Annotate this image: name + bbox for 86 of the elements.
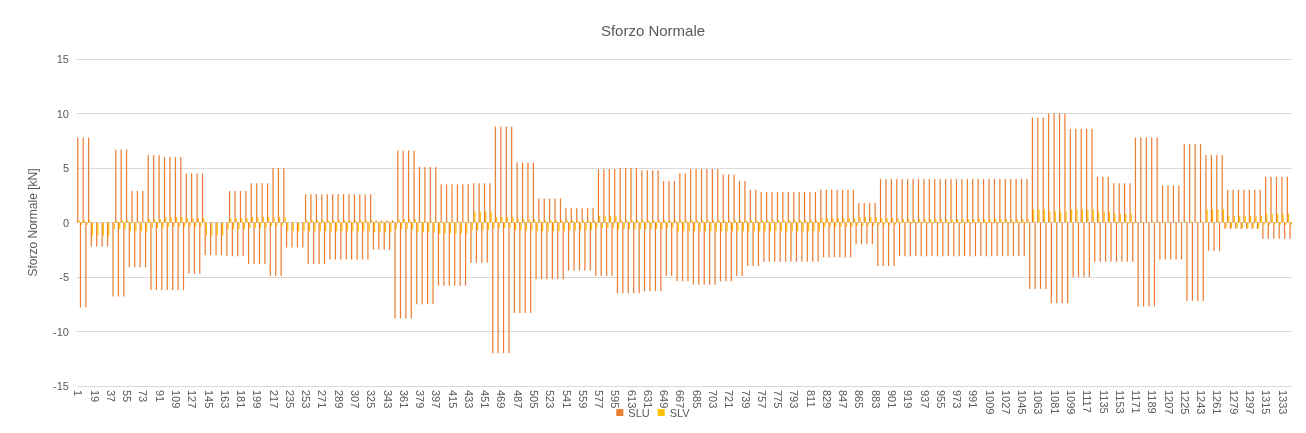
x-tick-label: 289 (332, 390, 345, 409)
x-tick-label: 127 (186, 390, 199, 409)
x-tick-label: 973 (951, 390, 964, 409)
x-tick-label: 487 (511, 390, 524, 409)
x-tick-label: 145 (202, 390, 215, 409)
y-tick-label: 10 (56, 107, 69, 120)
x-tick-label: 73 (137, 390, 150, 403)
x-tick-label: 1099 (1064, 390, 1077, 415)
x-tick-label: 1135 (1097, 390, 1110, 414)
y-tick-label: -15 (53, 380, 69, 392)
x-tick-label: 397 (430, 390, 443, 409)
x-tick-label: 1 (72, 390, 85, 397)
x-tick-label: 451 (479, 390, 492, 409)
legend-label: SLV (669, 406, 691, 419)
x-tick-label: 1045 (1016, 390, 1029, 415)
x-tick-label: 253 (300, 390, 313, 409)
x-tick-label: 703 (706, 390, 719, 409)
y-tick-label: -5 (59, 271, 69, 283)
x-tick-label: 955 (934, 390, 947, 409)
x-tick-label: 433 (462, 390, 475, 409)
x-tick-label: 1207 (1162, 390, 1175, 415)
x-tick-label: 721 (723, 390, 736, 409)
x-tick-label: 1171 (1130, 390, 1143, 414)
x-tick-label: 991 (967, 390, 980, 409)
x-tick-label: 883 (869, 390, 882, 409)
x-tick-label: 811 (804, 390, 817, 408)
x-tick-label: 37 (104, 390, 117, 403)
x-tick-label: 541 (560, 390, 573, 409)
x-tick-label: 271 (316, 390, 329, 409)
chart-title: Sforzo Normale (600, 22, 706, 39)
x-tick-label: 1081 (1048, 390, 1061, 415)
x-tick-label: 199 (251, 390, 264, 409)
x-tick-label: 415 (446, 390, 459, 409)
x-tick-label: 163 (218, 390, 231, 409)
x-tick-label: 1189 (1146, 390, 1159, 414)
x-tick-label: 829 (820, 390, 833, 409)
x-tick-label: 1153 (1113, 390, 1126, 414)
x-tick-label: 1009 (983, 390, 996, 415)
x-tick-label: 55 (121, 390, 134, 403)
x-tick-label: 667 (674, 390, 687, 409)
y-tick-label: 15 (56, 53, 69, 65)
x-tick-label: 901 (885, 390, 898, 409)
x-tick-label: 631 (641, 390, 654, 409)
x-tick-label: 937 (918, 390, 931, 409)
x-tick-label: 577 (593, 390, 606, 409)
x-tick-label: 1117 (1081, 390, 1094, 413)
x-tick-label: 865 (853, 390, 866, 409)
x-tick-label: 379 (414, 390, 427, 409)
x-tick-label: 1333 (1276, 390, 1289, 415)
x-tick-label: 91 (153, 390, 166, 403)
x-tick-label: 523 (544, 390, 557, 409)
x-tick-label: 1063 (1032, 390, 1045, 415)
x-tick-label: 919 (902, 390, 915, 409)
x-tick-label: 685 (690, 390, 703, 409)
x-tick-label: 1279 (1227, 390, 1240, 415)
x-tick-label: 181 (235, 390, 248, 409)
legend-label: SLU (628, 406, 650, 419)
x-tick-label: 343 (381, 390, 394, 409)
x-tick-label: 505 (527, 390, 540, 409)
x-tick-label: 1261 (1211, 390, 1224, 415)
x-tick-label: 1315 (1260, 390, 1273, 415)
x-tick-label: 1225 (1178, 390, 1191, 415)
y-tick-label: 0 (62, 216, 69, 229)
x-tick-label: 109 (169, 390, 182, 409)
x-tick-label: 559 (576, 390, 589, 409)
x-tick-label: 595 (609, 390, 622, 409)
y-tick-label: -10 (53, 325, 69, 338)
x-tick-label: 307 (348, 390, 361, 409)
x-tick-label: 361 (397, 390, 410, 409)
x-tick-label: 1027 (999, 390, 1012, 415)
y-axis-title: Sforzo Normale [kN] (26, 168, 40, 277)
x-tick-label: 1243 (1195, 390, 1208, 415)
x-tick-label: 793 (788, 390, 801, 409)
x-tick-label: 235 (283, 390, 296, 409)
x-tick-label: 775 (772, 390, 785, 409)
x-tick-label: 469 (495, 390, 508, 409)
x-tick-label: 757 (755, 390, 768, 409)
x-tick-label: 739 (739, 390, 752, 409)
x-tick-label: 1297 (1243, 390, 1256, 415)
x-tick-label: 847 (837, 390, 850, 409)
y-tick-label: 5 (62, 162, 69, 174)
x-tick-label: 19 (88, 390, 101, 403)
x-tick-label: 649 (658, 390, 671, 409)
x-tick-label: 613 (625, 390, 638, 409)
x-tick-label: 217 (267, 390, 280, 409)
x-tick-label: 325 (365, 390, 378, 409)
